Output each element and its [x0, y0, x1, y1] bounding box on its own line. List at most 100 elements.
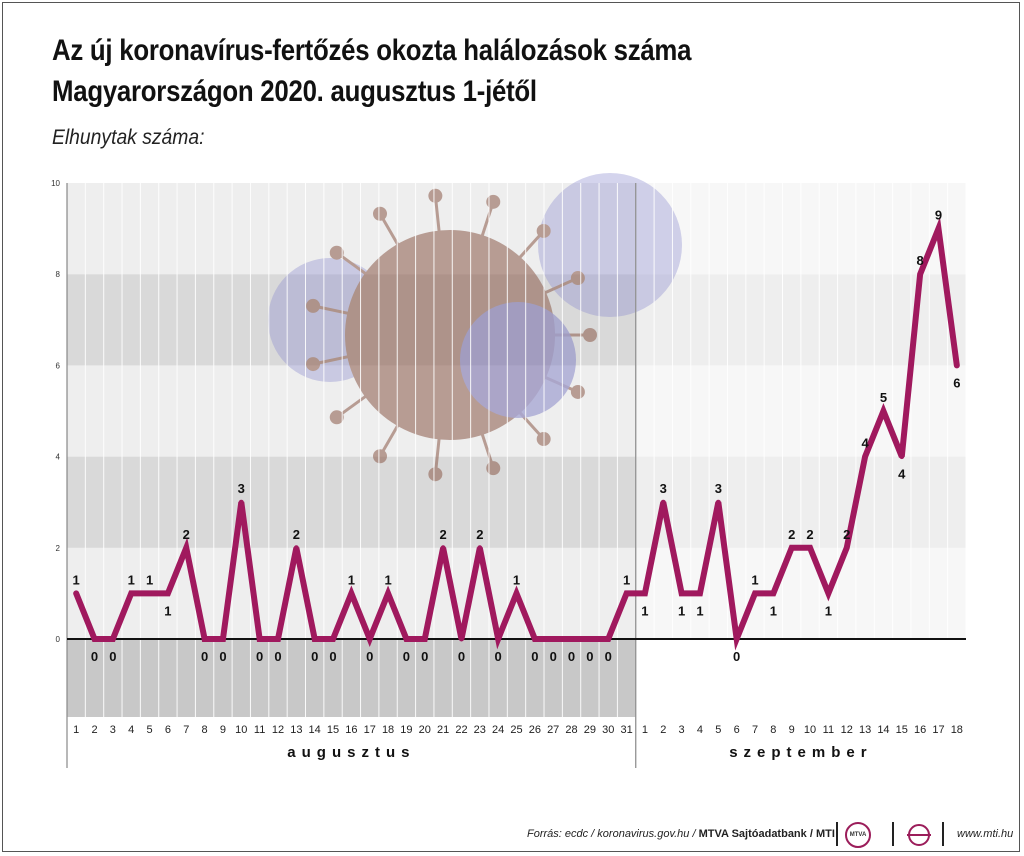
data-point: [605, 636, 611, 642]
data-label: 0: [550, 649, 557, 664]
data-label: 1: [770, 603, 777, 618]
data-point: [92, 636, 98, 642]
month-label: szeptember: [729, 744, 872, 761]
title-line-1: Az új koronavírus-fertőzés okozta halálo…: [52, 34, 692, 67]
y-tick-label: 6: [56, 361, 61, 370]
data-label: 0: [495, 649, 502, 664]
data-label: 8: [917, 253, 924, 268]
x-tick-label: 9: [789, 724, 795, 736]
footer-divider: [942, 822, 944, 846]
x-tick-label: 4: [128, 724, 134, 736]
data-label: 0: [403, 649, 410, 664]
source-bold: MTVA Sajtóadatbank / MTI: [698, 828, 835, 840]
mtva-logo-text: MTVA: [849, 832, 867, 838]
data-label: 0: [91, 649, 98, 664]
data-point: [660, 499, 666, 505]
x-tick-label: 6: [165, 724, 171, 736]
x-tick-label: 28: [565, 724, 577, 736]
x-tick-label: 26: [529, 724, 541, 736]
data-point: [348, 590, 354, 596]
data-point: [110, 636, 116, 642]
y-tick-label: 2: [56, 544, 61, 553]
x-tick-label: 6: [734, 724, 740, 736]
data-point: [679, 590, 685, 596]
x-tick-label: 18: [382, 724, 394, 736]
data-label: 3: [660, 481, 667, 496]
data-label: 1: [751, 572, 758, 587]
data-point: [825, 590, 831, 596]
data-point: [697, 590, 703, 596]
x-tick-label: 15: [327, 724, 339, 736]
x-tick-label: 3: [679, 724, 685, 736]
footer-divider: [892, 822, 894, 846]
x-tick-label: 31: [620, 724, 632, 736]
data-point: [844, 545, 850, 551]
data-point: [752, 590, 758, 596]
data-point: [275, 636, 281, 642]
data-point: [954, 362, 960, 368]
x-tick-label: 7: [752, 724, 758, 736]
x-tick-label: 13: [290, 724, 302, 736]
data-point: [202, 636, 208, 642]
x-tick-label: 30: [602, 724, 614, 736]
virus-spike-tip: [306, 298, 321, 313]
title-line-2: Magyarországon 2020. augusztus 1-jétől: [52, 75, 537, 108]
data-label: 3: [238, 481, 245, 496]
x-tick-label: 14: [877, 724, 889, 736]
virus-spike-tip: [486, 461, 501, 476]
x-tick-label: 12: [272, 724, 284, 736]
data-point: [569, 636, 575, 642]
x-tick-label: 19: [400, 724, 412, 736]
virus-spike-tip: [373, 206, 387, 221]
data-point: [440, 545, 446, 551]
mti-logo: [907, 824, 931, 846]
data-point: [789, 545, 795, 551]
data-point: [367, 636, 373, 642]
data-point: [624, 590, 630, 596]
data-point: [715, 499, 721, 505]
data-point: [642, 590, 648, 596]
data-label: 0: [201, 649, 208, 664]
data-label: 4: [898, 467, 906, 482]
x-tick-label: 10: [235, 724, 247, 736]
data-label: 2: [843, 527, 850, 542]
virus-blob: [538, 173, 682, 317]
data-label: 2: [788, 527, 795, 542]
y-tick-label: 4: [56, 453, 61, 462]
x-tick-label: 7: [183, 724, 189, 736]
data-point: [862, 454, 868, 460]
x-tick-label: 8: [202, 724, 208, 736]
data-point: [220, 636, 226, 642]
virus-spike-tip: [329, 245, 344, 260]
data-label: 9: [935, 208, 942, 223]
data-point: [257, 636, 263, 642]
chart-title: Az új koronavírus-fertőzés okozta halálo…: [52, 30, 691, 112]
data-point: [495, 636, 501, 642]
data-label: 0: [421, 649, 428, 664]
data-label: 0: [256, 649, 263, 664]
x-tick-label: 4: [697, 724, 703, 736]
data-label: 2: [476, 527, 483, 542]
virus-spike-tip: [428, 467, 443, 482]
data-label: 0: [366, 649, 373, 664]
data-point: [422, 636, 428, 642]
x-tick-label: 22: [455, 724, 467, 736]
data-point: [477, 545, 483, 551]
data-label: 1: [513, 572, 520, 587]
data-label: 2: [293, 527, 300, 542]
mtva-logo: MTVA: [845, 822, 871, 848]
data-label: 1: [641, 603, 648, 618]
x-tick-label: 21: [437, 724, 449, 736]
virus-spike-tip: [373, 449, 387, 464]
lower-band-august: [67, 639, 636, 717]
data-label: 1: [348, 572, 355, 587]
data-point: [238, 499, 244, 505]
data-label: 0: [586, 649, 593, 664]
data-label: 0: [311, 649, 318, 664]
source-plain: Forrás: ecdc / koronavirus.gov.hu /: [527, 828, 699, 840]
x-tick-label: 2: [91, 724, 97, 736]
virus-spike-tip: [428, 188, 443, 203]
data-label: 0: [458, 649, 465, 664]
data-point: [807, 545, 813, 551]
